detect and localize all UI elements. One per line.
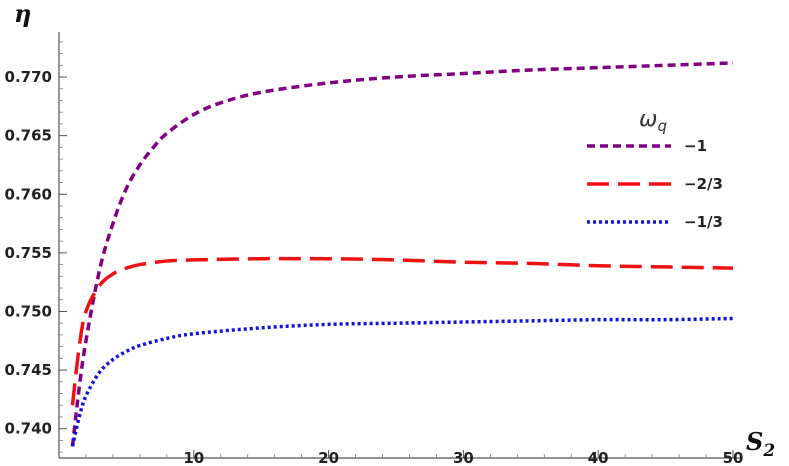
x-axis-label-main: S bbox=[746, 427, 763, 456]
y-tick-label-4: 0.760 bbox=[5, 185, 52, 203]
y-tick-label-6: 0.770 bbox=[5, 68, 52, 86]
series-lines bbox=[70, 61, 734, 447]
x-tick-label-30: 30 bbox=[453, 449, 474, 466]
legend-label-0: −1 bbox=[684, 137, 707, 155]
y-tick-label-0: 0.740 bbox=[5, 420, 52, 438]
y-tick-label-5: 0.765 bbox=[5, 127, 52, 145]
x-axis-label-subscript: 2 bbox=[762, 441, 775, 461]
legend-title: ωq bbox=[639, 107, 667, 135]
y-tick-label-1: 0.745 bbox=[5, 361, 52, 379]
legend-label-1: −2/3 bbox=[684, 175, 723, 193]
series-line-1 bbox=[70, 256, 734, 406]
ticks: 10 20 30 40 50 0.740 0.745 0.750 0.755 0.760 0.765… bbox=[5, 41, 744, 466]
x-tick-label-50: 50 bbox=[723, 449, 744, 466]
series-line-2 bbox=[70, 316, 734, 447]
y-tick-label-3: 0.755 bbox=[5, 244, 52, 262]
series-line-0 bbox=[70, 61, 734, 447]
y-axis-label: η bbox=[14, 0, 31, 28]
axes bbox=[58, 32, 741, 459]
x-axis-label: S2 bbox=[746, 427, 775, 461]
legend-title-subscript: q bbox=[657, 117, 667, 135]
y-tick-label-2: 0.750 bbox=[5, 302, 52, 320]
legend: ωq −1 −2/3 −1/3 bbox=[587, 107, 723, 231]
x-tick-label-40: 40 bbox=[588, 449, 609, 466]
legend-label-2: −1/3 bbox=[684, 213, 723, 231]
legend-title-main: ω bbox=[639, 107, 657, 132]
x-tick-label-20: 20 bbox=[318, 449, 339, 466]
x-tick-label-10: 10 bbox=[183, 449, 204, 466]
